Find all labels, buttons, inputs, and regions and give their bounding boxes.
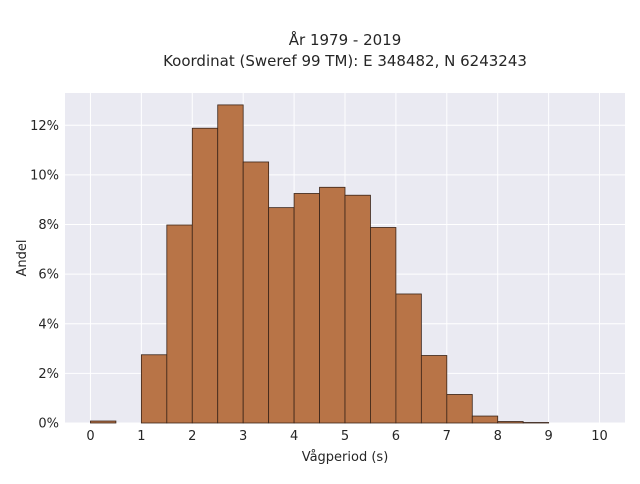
histogram-bar bbox=[370, 227, 395, 423]
histogram-bar bbox=[167, 225, 192, 423]
x-tick-label: 4 bbox=[290, 429, 298, 444]
histogram-bar bbox=[345, 195, 370, 423]
histogram-bar bbox=[320, 187, 345, 423]
x-axis-label: Vågperiod (s) bbox=[302, 450, 389, 465]
chart-title-line1: År 1979 - 2019 bbox=[289, 30, 402, 49]
y-tick-label: 6% bbox=[38, 268, 59, 283]
y-tick-label: 10% bbox=[30, 168, 59, 183]
x-tick-label: 0 bbox=[86, 429, 94, 444]
y-axis-label: Andel bbox=[15, 240, 30, 277]
x-tick-label: 10 bbox=[591, 429, 608, 444]
x-tick-label: 5 bbox=[341, 429, 349, 444]
x-tick-label: 3 bbox=[239, 429, 247, 444]
chart-title-line2: Koordinat (Sweref 99 TM): E 348482, N 62… bbox=[163, 52, 527, 70]
y-tick-label: 12% bbox=[30, 119, 59, 134]
histogram-bar bbox=[243, 162, 268, 423]
x-tick-labels: 0 1 2 3 4 5 6 7 8 9 10 bbox=[86, 429, 608, 444]
histogram-bar bbox=[472, 416, 497, 423]
x-tick-label: 2 bbox=[188, 429, 196, 444]
x-tick-label: 8 bbox=[494, 429, 502, 444]
x-tick-label: 6 bbox=[392, 429, 400, 444]
histogram-bar bbox=[218, 105, 243, 423]
x-tick-label: 9 bbox=[544, 429, 552, 444]
histogram-bar bbox=[192, 128, 217, 423]
y-tick-label: 4% bbox=[38, 317, 59, 332]
y-tick-label: 2% bbox=[38, 367, 59, 382]
y-tick-label: 8% bbox=[38, 218, 59, 233]
histogram-bar bbox=[498, 422, 523, 423]
histogram-bar bbox=[269, 208, 294, 423]
histogram-bar bbox=[396, 294, 421, 423]
histogram-bar bbox=[294, 193, 319, 423]
y-tick-label: 0% bbox=[38, 417, 59, 432]
y-tick-labels: 0% 2% 4% 6% 8% 10% 12% bbox=[30, 119, 59, 432]
x-tick-label: 7 bbox=[443, 429, 451, 444]
histogram-bar bbox=[447, 394, 472, 423]
histogram-bar bbox=[90, 421, 115, 423]
histogram-bar bbox=[141, 355, 166, 423]
histogram-bar bbox=[421, 356, 446, 423]
x-tick-label: 1 bbox=[137, 429, 145, 444]
